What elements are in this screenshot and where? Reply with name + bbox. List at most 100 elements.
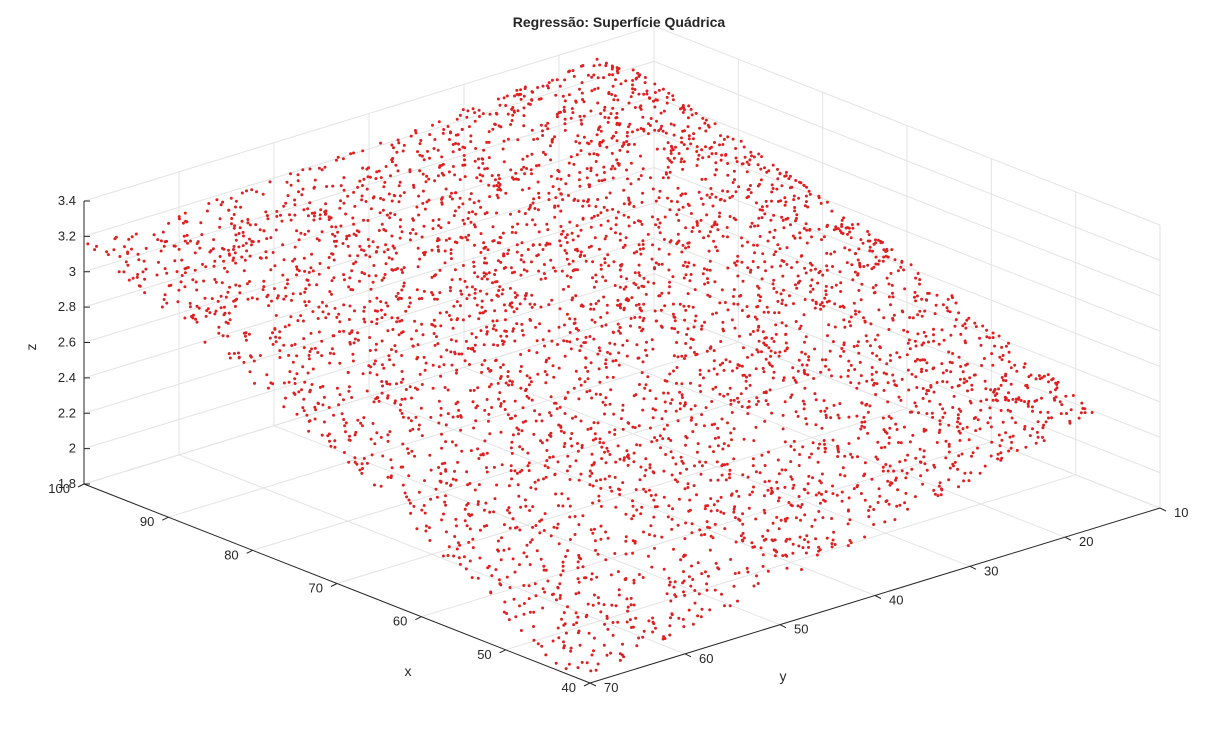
data-point	[446, 125, 450, 128]
data-point	[316, 351, 320, 354]
data-point	[487, 385, 491, 389]
data-point	[745, 160, 749, 164]
data-point	[579, 250, 583, 254]
data-point	[902, 328, 906, 332]
data-point	[575, 337, 579, 341]
data-point	[510, 477, 514, 481]
data-point	[500, 463, 504, 467]
data-point	[729, 431, 733, 435]
data-point	[333, 234, 337, 238]
data-point	[888, 483, 892, 487]
data-point	[531, 505, 535, 509]
data-point	[824, 490, 828, 494]
data-point	[785, 246, 789, 250]
data-point	[300, 193, 304, 197]
data-point	[706, 525, 710, 529]
data-point	[772, 253, 776, 257]
data-point	[781, 427, 785, 431]
data-point	[780, 259, 784, 262]
data-point	[380, 380, 384, 383]
data-point	[602, 295, 606, 299]
data-point	[687, 509, 691, 513]
data-point	[515, 322, 519, 326]
data-point	[740, 244, 744, 248]
data-point	[709, 497, 713, 501]
data-point	[650, 215, 654, 219]
data-point	[752, 243, 756, 247]
data-point	[342, 188, 346, 192]
data-point	[519, 353, 523, 356]
data-point	[458, 304, 462, 308]
data-point	[619, 82, 623, 86]
data-point	[596, 198, 600, 201]
data-point	[362, 218, 365, 222]
data-point	[211, 247, 215, 251]
data-point	[589, 109, 593, 113]
data-point	[866, 263, 870, 267]
data-point	[749, 184, 752, 187]
data-point	[682, 625, 686, 629]
data-point	[780, 215, 784, 219]
data-point	[726, 190, 730, 193]
data-point	[918, 447, 922, 451]
data-point	[724, 358, 728, 362]
data-point	[742, 145, 746, 149]
data-point	[237, 245, 241, 249]
data-point	[368, 336, 372, 339]
data-point	[867, 509, 871, 512]
data-point	[629, 317, 633, 320]
data-point	[239, 205, 243, 209]
data-point	[510, 107, 514, 111]
data-point	[684, 246, 687, 250]
data-point	[628, 122, 632, 126]
data-point	[318, 262, 322, 265]
data-point	[544, 276, 547, 280]
data-point	[534, 524, 538, 527]
data-point	[495, 112, 499, 116]
data-point	[673, 327, 677, 331]
data-point	[824, 416, 828, 419]
data-point	[400, 268, 404, 272]
data-point	[487, 183, 491, 187]
data-point	[561, 504, 565, 508]
data-point	[227, 311, 231, 315]
data-point	[293, 213, 297, 217]
data-point	[574, 611, 578, 615]
data-point	[194, 317, 198, 321]
data-point	[645, 340, 648, 344]
data-point	[922, 427, 926, 431]
data-point	[388, 382, 392, 386]
data-point	[503, 600, 507, 604]
data-point	[809, 284, 813, 288]
data-point	[418, 153, 422, 157]
data-point	[333, 445, 337, 449]
data-point	[332, 276, 336, 280]
data-point	[261, 192, 265, 196]
data-point	[632, 451, 636, 455]
data-point	[743, 155, 747, 159]
data-point	[446, 388, 450, 392]
data-point	[615, 139, 619, 143]
data-point	[668, 240, 672, 244]
data-point	[670, 326, 674, 330]
data-point	[568, 220, 572, 224]
data-point	[318, 385, 322, 389]
data-point	[301, 406, 305, 410]
data-point	[499, 375, 503, 378]
data-point	[792, 439, 796, 443]
data-point	[527, 597, 531, 601]
data-point	[766, 310, 770, 314]
data-point	[386, 439, 390, 443]
data-point	[610, 489, 614, 493]
data-point	[320, 354, 324, 358]
data-point	[783, 440, 787, 444]
data-point	[720, 153, 724, 157]
data-point	[753, 224, 757, 228]
data-point	[1026, 386, 1030, 390]
data-point	[372, 400, 376, 404]
data-point	[631, 130, 634, 134]
data-point	[741, 539, 745, 543]
data-point	[672, 547, 675, 551]
data-point	[816, 460, 820, 464]
data-point	[659, 446, 662, 450]
